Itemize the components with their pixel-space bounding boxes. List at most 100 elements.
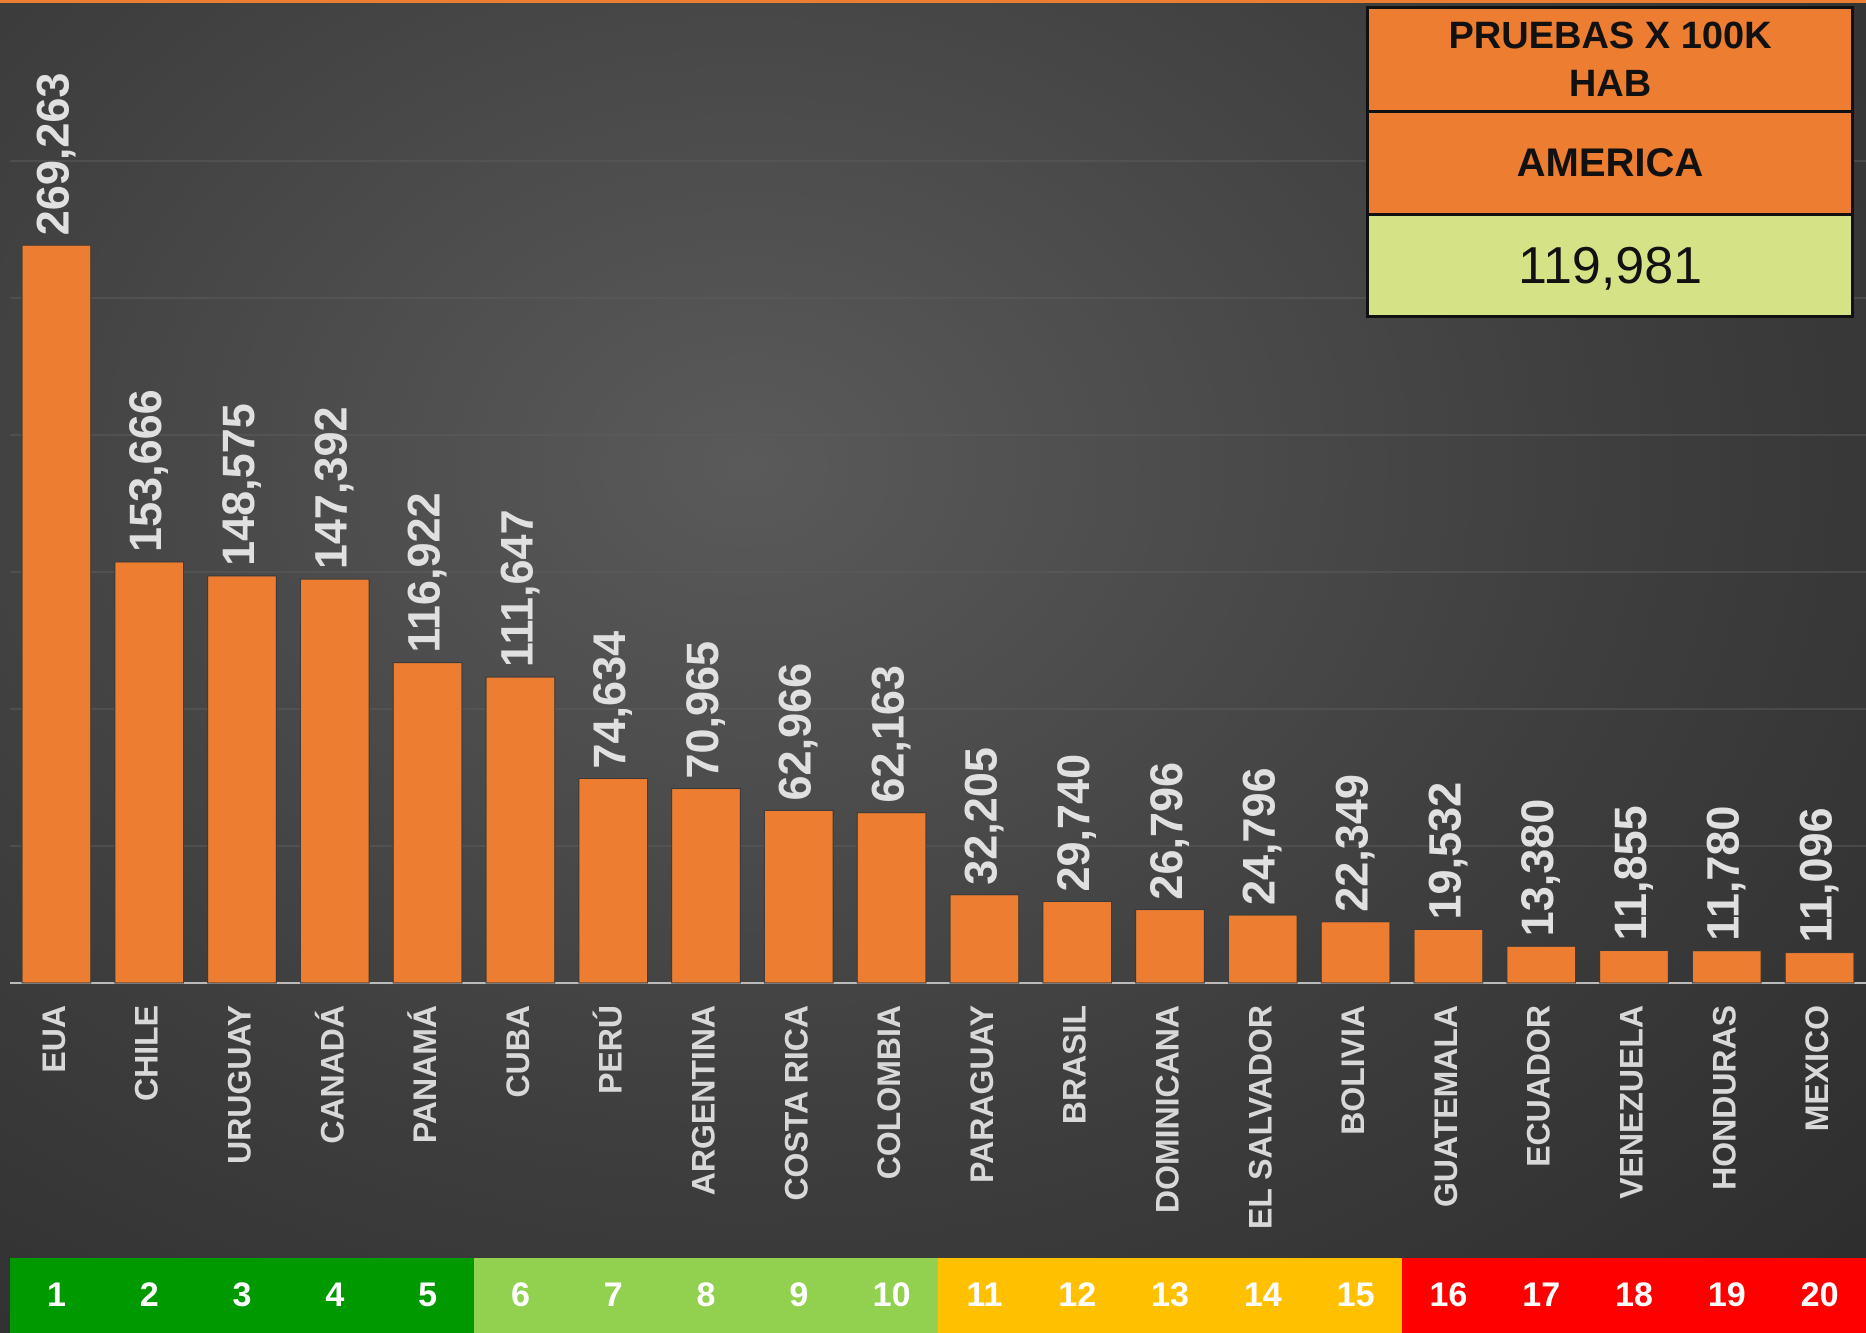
rank-cell (1216, 1258, 1310, 1333)
rank-label: 5 (418, 1276, 437, 1314)
rank-label: 4 (325, 1276, 344, 1314)
value-label: 29,740 (1048, 754, 1099, 892)
bar (856, 812, 927, 984)
box-value: 119,981 (1369, 216, 1851, 315)
bar (1413, 928, 1484, 984)
value-label: 11,096 (1790, 807, 1841, 942)
bar (1784, 952, 1855, 984)
value-label: 62,966 (770, 663, 821, 801)
bar (578, 778, 649, 984)
rank-cell (1494, 1258, 1589, 1333)
value-label: 116,922 (398, 492, 449, 652)
rank-cell (659, 1258, 753, 1333)
rank-label: 14 (1244, 1276, 1282, 1314)
rank-label: 8 (697, 1276, 716, 1314)
x-tick-label: COSTA RICA (778, 1005, 814, 1201)
rank-cell (195, 1258, 289, 1333)
rank-label: 2 (140, 1276, 159, 1314)
value-label: 153,666 (120, 389, 171, 552)
rank-cell (288, 1258, 382, 1333)
rank-cell (1680, 1258, 1774, 1333)
rank-label: 9 (789, 1276, 808, 1314)
rank-cell (1309, 1258, 1403, 1333)
rank-cell (1773, 1258, 1866, 1333)
value-label: 32,205 (955, 747, 1006, 885)
rank-label: 13 (1151, 1276, 1189, 1314)
rank-label: 12 (1058, 1276, 1096, 1314)
x-tick-label: GUATEMALA (1428, 1005, 1464, 1207)
box-region: AMERICA (1369, 113, 1851, 216)
box-title: PRUEBAS X 100K HAB (1369, 9, 1851, 113)
bar (1599, 950, 1669, 984)
rank-cell (845, 1258, 939, 1333)
rank-cell (1030, 1258, 1125, 1333)
bar (949, 894, 1020, 984)
rank-label: 10 (873, 1276, 911, 1314)
rank-label: 17 (1522, 1276, 1560, 1314)
rank-cell (752, 1258, 846, 1333)
value-label: 11,855 (1605, 805, 1656, 940)
rank-cell (102, 1258, 197, 1333)
rank-label: 15 (1337, 1276, 1375, 1314)
rank-label: 7 (604, 1276, 623, 1314)
x-tick-label: EUA (36, 1005, 72, 1073)
x-tick-label: PARAGUAY (964, 1005, 1000, 1183)
rank-cell (10, 1258, 104, 1333)
x-tick-label: BOLIVIA (1335, 1005, 1371, 1135)
bar (207, 575, 277, 984)
value-label: 19,532 (1419, 782, 1470, 920)
bar (1135, 909, 1205, 984)
rank-label: 20 (1801, 1276, 1839, 1314)
x-tick-label: HONDURAS (1706, 1005, 1742, 1190)
bar (1506, 945, 1577, 984)
x-tick-label: MEXICO (1799, 1005, 1835, 1131)
rank-label: 3 (233, 1276, 252, 1314)
bar (299, 578, 370, 984)
rank-cell (474, 1258, 568, 1333)
rank-label: 16 (1429, 1276, 1467, 1314)
bar (1320, 921, 1391, 984)
value-label: 74,634 (584, 631, 635, 769)
value-label: 111,647 (491, 509, 542, 667)
bar (1042, 901, 1113, 984)
rank-cell (1587, 1258, 1681, 1333)
x-tick-label: ECUADOR (1521, 1005, 1557, 1167)
x-tick-label: EL SALVADOR (1242, 1005, 1278, 1229)
value-label: 70,965 (677, 641, 728, 779)
x-tick-label: COLOMBIA (871, 1005, 907, 1179)
value-label: 62,163 (862, 665, 913, 803)
x-tick-label: PERÚ (593, 1005, 629, 1094)
bar (21, 244, 92, 984)
value-label: 11,780 (1698, 806, 1749, 941)
summary-box: PRUEBAS X 100K HAB AMERICA 119,981 (1366, 6, 1854, 318)
x-tick-label: CUBA (500, 1005, 536, 1097)
bar (485, 676, 556, 984)
rank-cell (938, 1258, 1032, 1333)
x-tick-label: DOMINICANA (1149, 1005, 1185, 1213)
value-label: 13,380 (1512, 799, 1563, 937)
value-label: 148,575 (213, 403, 264, 566)
x-tick-label: URUGUAY (221, 1005, 257, 1164)
x-tick-label: ARGENTINA (685, 1005, 721, 1195)
rank-cell (381, 1258, 475, 1333)
x-tick-label: CHILE (129, 1005, 165, 1101)
x-tick-label: CANADÁ (314, 1005, 350, 1144)
rank-label: 11 (966, 1276, 1002, 1314)
rank-cell (1123, 1258, 1217, 1333)
bar (1227, 914, 1298, 984)
rank-label: 1 (47, 1276, 66, 1314)
value-label: 22,349 (1326, 774, 1377, 912)
x-tick-label: BRASIL (1057, 1005, 1093, 1124)
value-label: 24,796 (1234, 767, 1285, 905)
bar (1691, 950, 1762, 984)
value-label: 269,263 (27, 73, 78, 236)
rank-label: 18 (1615, 1276, 1653, 1314)
x-tick-label: VENEZUELA (1613, 1005, 1649, 1199)
rank-cell (1402, 1258, 1496, 1333)
rank-label: 19 (1708, 1276, 1746, 1314)
value-label: 26,796 (1141, 762, 1192, 900)
rank-label: 6 (511, 1276, 530, 1314)
bar (763, 809, 834, 984)
